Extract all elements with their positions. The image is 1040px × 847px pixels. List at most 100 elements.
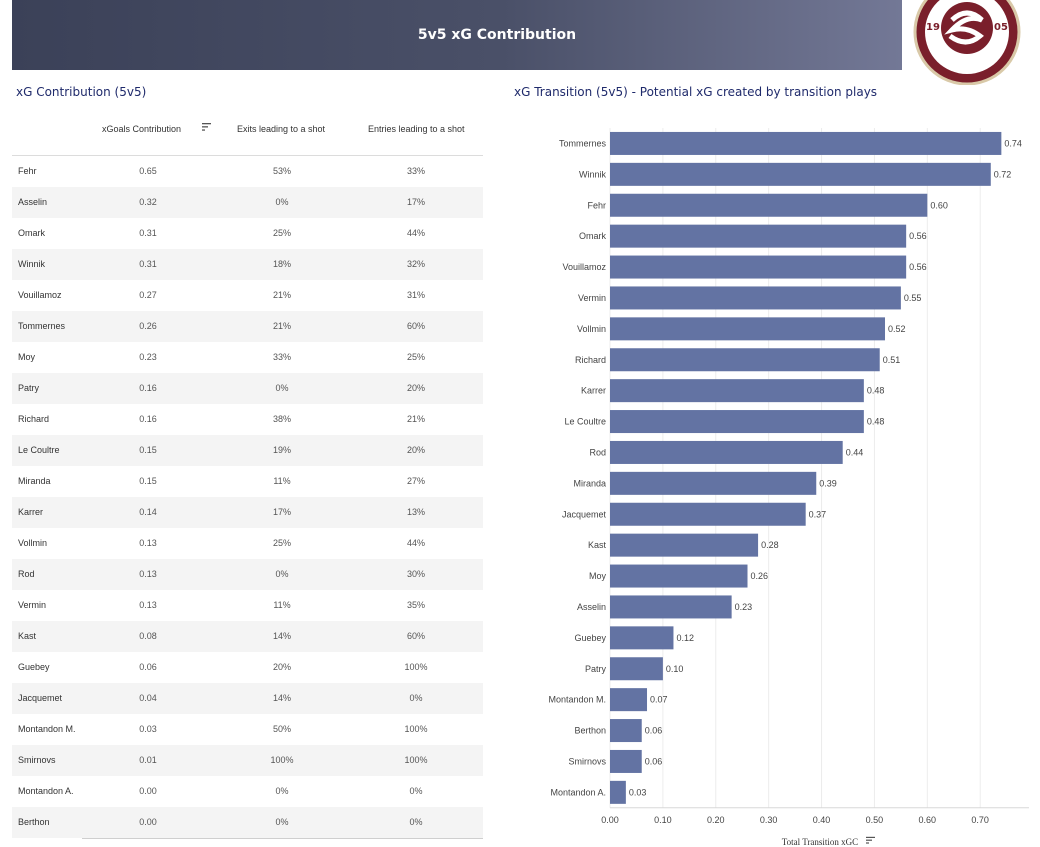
table-row: Vermin 0.13 11% 35% [12,590,483,621]
bar [610,317,886,341]
xg-contribution-value: 0.13 [139,600,157,610]
bar [610,193,928,217]
entries-value: 60% [406,631,425,641]
xg-contribution-value: 0.00 [139,817,157,827]
bar [610,749,642,773]
xg-contribution-value: 0.13 [139,538,157,548]
data-label: 0.10 [666,664,684,674]
xg-contribution-value: 0.03 [139,724,157,734]
exits-value: 20% [272,662,291,672]
xg-contribution-value: 0.16 [139,383,157,393]
player-name: Miranda [18,476,51,486]
table-row: Rod 0.13 0% 30% [12,559,483,590]
table-body: Fehr 0.65 53% 33% Asselin 0.32 0% 17% Omark 0.31 2… [12,156,483,838]
dashboard-title: 5v5 xG Contribution [417,27,577,43]
table-row: Moy 0.23 33% 25% [12,342,483,373]
exits-value: 11% [273,600,291,610]
y-tick-label: Asselin [577,602,606,612]
svg-text:05: 05 [994,22,1008,33]
entries-value: 20% [406,383,425,393]
x-tick-label: 0.00 [601,815,619,825]
bar [610,688,648,712]
bar [610,224,907,248]
table-row: Berthon 0.00 0% 0% [12,807,483,838]
xg-contribution-value: 0.13 [139,569,157,579]
exits-value: 0% [275,197,289,207]
xg-contribution-value: 0.15 [139,476,157,486]
entries-value: 35% [406,600,425,610]
data-label: 0.26 [751,571,769,581]
entries-value: 44% [406,228,425,238]
column-header-xg[interactable]: xGoals Contribution [102,124,182,134]
bar [610,162,991,186]
y-tick-label: Vouillamoz [562,262,606,272]
table-title: xG Contribution (5v5) [16,85,147,99]
y-tick-label: Moy [589,571,607,581]
xg-contribution-value: 0.65 [139,166,157,176]
x-tick-label: 0.20 [707,815,725,825]
y-tick-label: Rod [589,447,606,457]
y-tick-label: Omark [579,231,607,241]
entries-value: 0% [409,786,423,796]
data-label: 0.23 [735,602,753,612]
player-name: Vouillamoz [18,290,62,300]
data-label: 0.44 [846,447,864,457]
data-label: 0.06 [645,726,663,736]
player-name: Berthon [18,817,50,827]
y-tick-label: Guebey [574,633,606,643]
player-name: Tommernes [18,321,66,331]
bar [610,533,759,557]
player-name: Karrer [18,507,44,517]
xg-contribution-value: 0.15 [139,445,157,455]
bar [610,657,663,681]
table-row: Guebey 0.06 20% 100% [12,652,483,683]
y-tick-label: Fehr [587,200,606,210]
table-bottom-border [82,838,483,839]
xg-contribution-value: 0.00 [139,786,157,796]
entries-value: 0% [409,817,423,827]
x-axis-title: Total Transition xGC [782,837,858,847]
player-name: Le Coultre [18,445,60,455]
y-tick-label: Berthon [574,726,606,736]
entries-value: 13% [406,507,425,517]
y-tick-label: Karrer [581,386,606,396]
xg-contribution-value: 0.01 [139,755,157,765]
x-tick-label: 0.10 [654,815,672,825]
player-name: Asselin [18,197,48,207]
data-label: 0.28 [761,540,779,550]
column-header-exits[interactable]: Exits leading to a shot [237,124,326,134]
bar [610,626,674,650]
column-header-entries[interactable]: Entries leading to a shot [368,124,465,134]
data-label: 0.03 [629,787,647,797]
entries-value: 30% [406,569,425,579]
x-tick-label: 0.40 [813,815,831,825]
bar [610,471,817,495]
xg-contribution-value: 0.04 [139,693,157,703]
data-label: 0.52 [888,324,906,334]
exits-value: 53% [272,166,291,176]
x-tick-label: 0.30 [760,815,778,825]
y-tick-label: Vollmin [577,324,606,334]
table-row: Vollmin 0.13 25% 44% [12,528,483,559]
xg-contribution-value: 0.14 [139,507,157,517]
table-row: Patry 0.16 0% 20% [12,373,483,404]
exits-value: 0% [275,786,289,796]
exits-value: 0% [275,817,289,827]
player-name: Vollmin [18,538,48,548]
bar [610,131,1002,155]
data-label: 0.55 [904,293,922,303]
player-name: Jacquemet [18,693,63,703]
table-row: Karrer 0.14 17% 13% [12,497,483,528]
bar [610,379,864,403]
bar [610,348,880,372]
exits-value: 100% [270,755,294,765]
sort-icon[interactable] [202,122,212,132]
exits-value: 17% [272,507,291,517]
y-tick-label: Le Coultre [564,417,606,427]
exits-value: 25% [272,228,291,238]
table-row: Tommernes 0.26 21% 60% [12,311,483,342]
data-label: 0.37 [809,509,827,519]
player-name: Kast [18,631,37,641]
table-row: Asselin 0.32 0% 17% [12,187,483,218]
table-row: Le Coultre 0.15 19% 20% [12,435,483,466]
